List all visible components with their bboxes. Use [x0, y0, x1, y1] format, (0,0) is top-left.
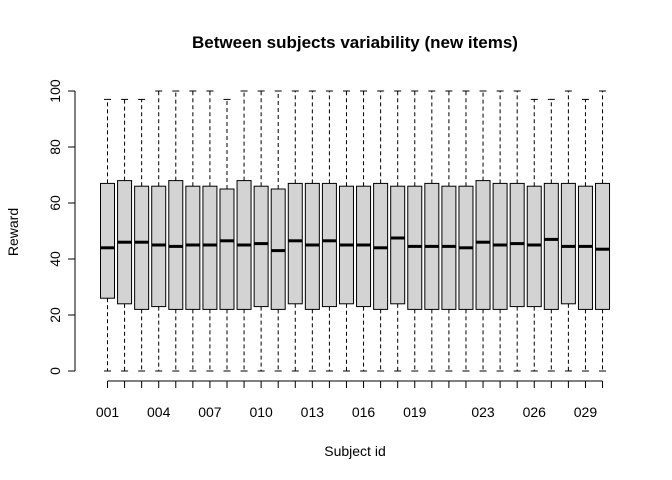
- x-tick-label: 016: [352, 404, 376, 420]
- box-018: [390, 90, 406, 372]
- x-tick-label: 010: [249, 404, 273, 420]
- box-027: [543, 98, 559, 372]
- box-iqr: [543, 182, 559, 310]
- x-tick-label: 019: [403, 404, 427, 420]
- box-026: [526, 98, 542, 372]
- box-iqr: [475, 180, 491, 310]
- box-001: [100, 98, 115, 372]
- x-tick-label: 026: [523, 404, 547, 420]
- box-023: [475, 90, 491, 372]
- box-022: [458, 90, 474, 372]
- box-iqr: [100, 182, 115, 299]
- box-029: [577, 98, 593, 372]
- box-iqr: [202, 185, 218, 310]
- box-iqr: [134, 185, 150, 310]
- y-tick-label: 80: [47, 139, 63, 155]
- box-004: [151, 90, 167, 372]
- box-iqr: [287, 182, 303, 305]
- box-iqr: [390, 185, 406, 305]
- y-tick-label: 100: [47, 79, 63, 103]
- y-axis: 0 20 40 60 80 100: [47, 79, 76, 375]
- boxes-group: [100, 90, 611, 372]
- box-iqr: [560, 182, 576, 305]
- box-010: [253, 90, 269, 372]
- x-tick-label: 029: [574, 404, 598, 420]
- box-028: [560, 90, 576, 372]
- box-006: [185, 90, 201, 372]
- box-iqr: [185, 185, 201, 310]
- box-019: [407, 90, 423, 372]
- y-tick-label: 20: [47, 307, 63, 323]
- box-024: [492, 90, 508, 372]
- box-030: [595, 90, 611, 372]
- box-iqr: [595, 182, 611, 310]
- box-005: [168, 90, 184, 372]
- box-008: [219, 98, 235, 372]
- box-iqr: [321, 182, 337, 308]
- box-007: [202, 90, 218, 372]
- y-tick-label: 60: [47, 195, 63, 211]
- box-021: [441, 90, 457, 372]
- box-012: [287, 90, 303, 372]
- x-tick-label: 007: [198, 404, 222, 420]
- x-tick-label: 013: [301, 404, 325, 420]
- x-tick-label: 023: [471, 404, 495, 420]
- box-009: [236, 90, 252, 372]
- box-002: [117, 98, 133, 372]
- box-016: [356, 90, 372, 372]
- chart-title: Between subjects variability (new items): [192, 33, 518, 52]
- box-020: [424, 90, 440, 372]
- y-tick-label: 40: [47, 251, 63, 267]
- x-axis: 001 004 007 010 013 016 019 023 026 029: [96, 380, 604, 420]
- box-017: [373, 90, 389, 372]
- box-015: [338, 90, 354, 372]
- y-axis-label: Reward: [5, 208, 21, 256]
- x-tick-label: 001: [96, 404, 120, 420]
- box-025: [509, 90, 525, 372]
- box-iqr: [253, 185, 269, 308]
- box-013: [304, 90, 320, 372]
- box-014: [321, 90, 337, 372]
- box-011: [270, 90, 286, 372]
- x-tick-label: 004: [147, 404, 171, 420]
- y-tick-label: 0: [47, 367, 63, 375]
- x-axis-label: Subject id: [324, 443, 385, 459]
- box-iqr: [219, 188, 235, 310]
- box-003: [134, 98, 150, 372]
